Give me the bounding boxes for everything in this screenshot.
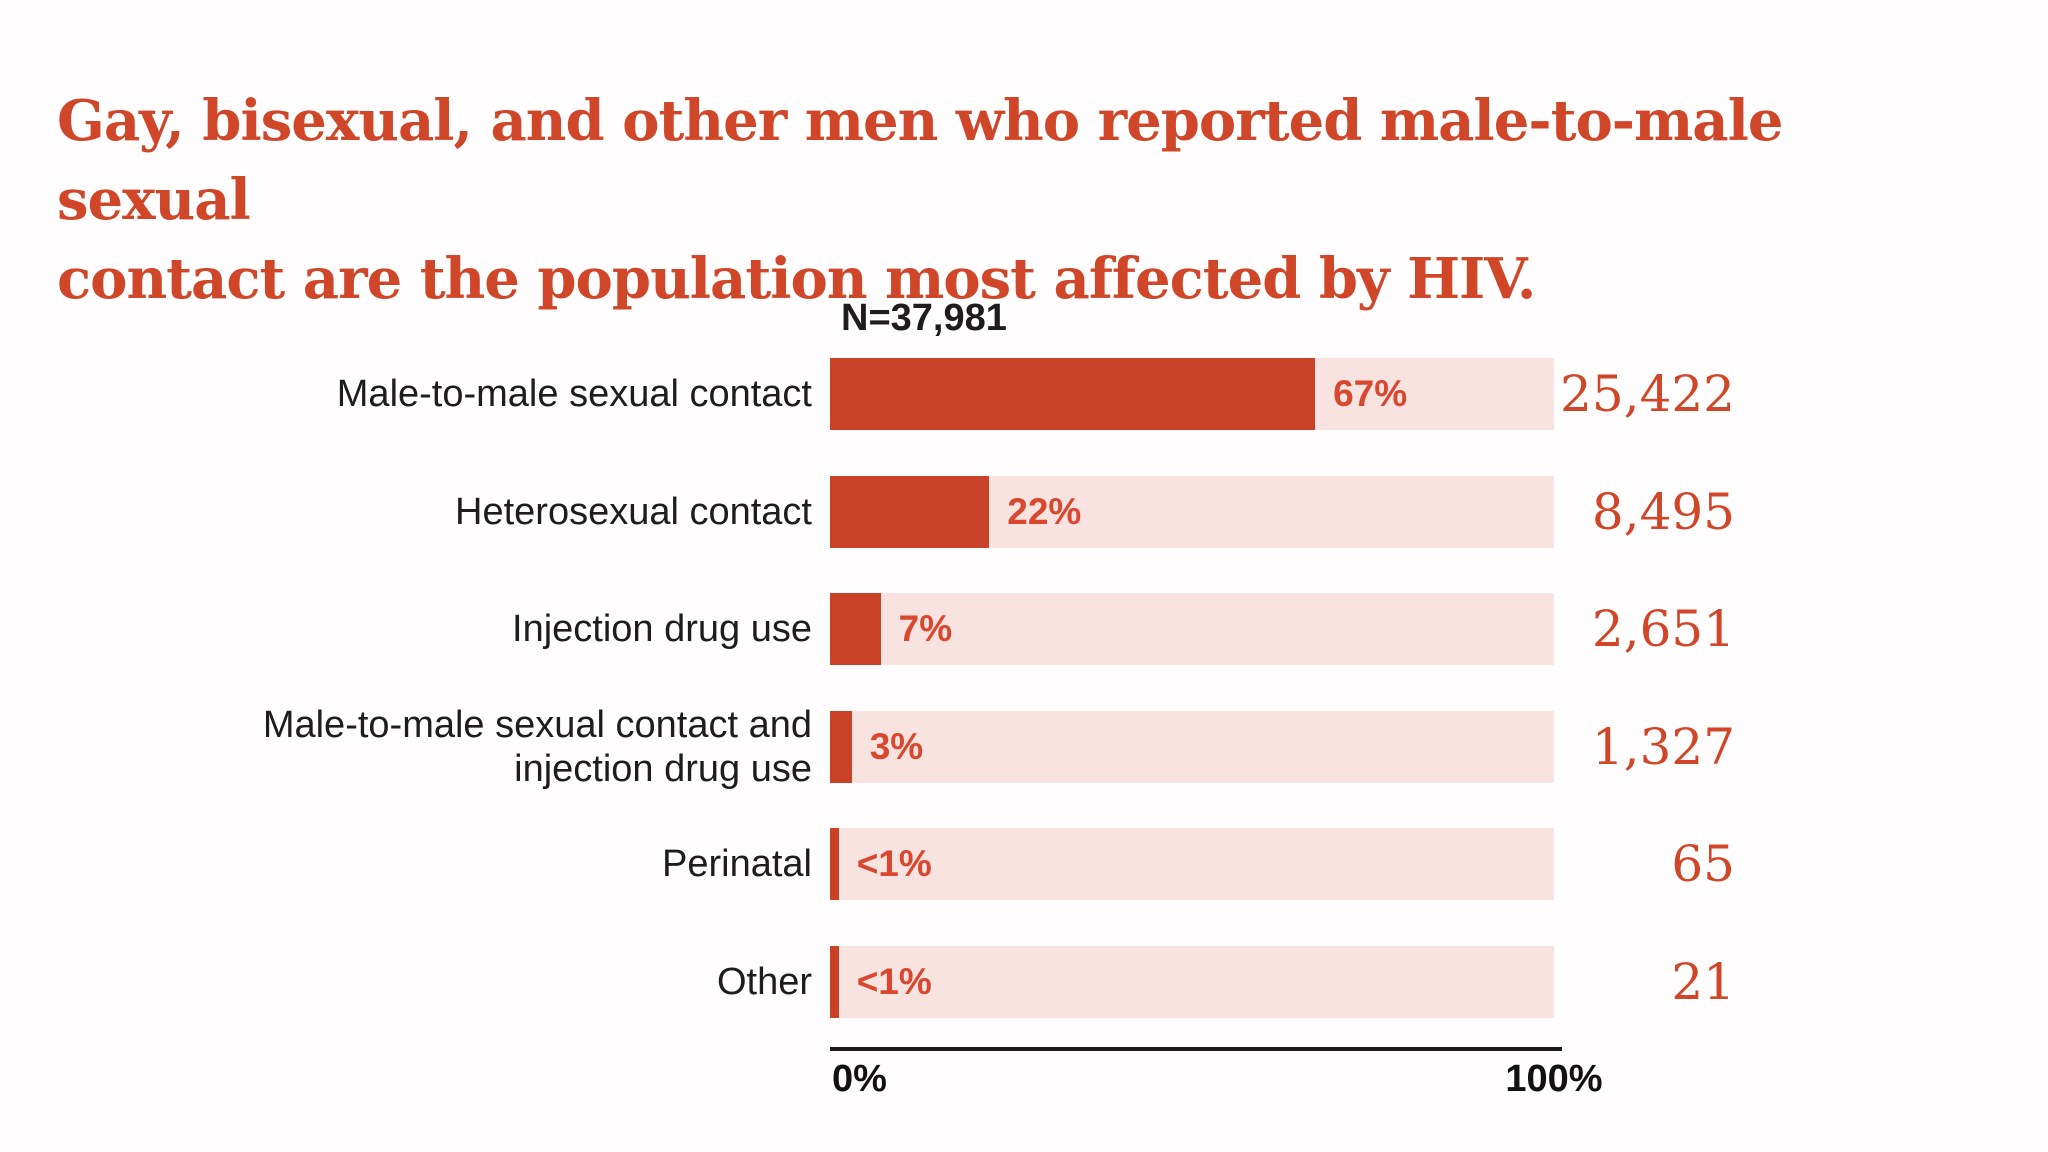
count-value: 2,651 xyxy=(1591,600,1735,658)
count-value: 21 xyxy=(1671,953,1735,1011)
bar-fill xyxy=(830,593,881,665)
bar-percent-label: 67% xyxy=(1333,373,1408,414)
x-axis-min-label: 0% xyxy=(832,1058,887,1100)
bar-row: Male-to-male sexual contact and injectio… xyxy=(0,704,2048,790)
bar-fill xyxy=(830,476,990,548)
bar-row: Injection drug use 7% 2,651 xyxy=(0,593,2048,665)
count-value: 1,327 xyxy=(1591,718,1735,776)
bar-row: Heterosexual contact 22% 8,495 xyxy=(0,476,2048,548)
bar-track: <1% xyxy=(830,946,1554,1018)
bar-percent-label: <1% xyxy=(856,843,932,884)
bar-track: 7% xyxy=(830,593,1554,665)
x-axis-max-label: 100% xyxy=(1505,1058,1603,1100)
chart-title-line-2: contact are the population most affected… xyxy=(57,245,1536,312)
chart-title: Gay, bisexual, and other men who reporte… xyxy=(57,82,1987,319)
bar-fill xyxy=(830,828,839,900)
bar-percent-label: 3% xyxy=(869,726,924,767)
bar-row: Male-to-male sexual contact 67% 25,422 xyxy=(0,358,2048,430)
count-value: 8,495 xyxy=(1591,483,1735,541)
count-value: 65 xyxy=(1671,835,1735,893)
bar-row: Perinatal <1% 65 xyxy=(0,828,2048,900)
bar-fill xyxy=(830,946,839,1018)
bar-track: 67% xyxy=(830,358,1554,430)
bar-percent-label: 22% xyxy=(1007,491,1082,532)
bar-fill xyxy=(830,711,852,783)
category-label: Injection drug use xyxy=(512,608,812,650)
category-label: Perinatal xyxy=(662,843,812,885)
bar-track: 22% xyxy=(830,476,1554,548)
bar-percent-label: 7% xyxy=(898,608,953,649)
category-label: Male-to-male sexual contact and injectio… xyxy=(262,704,812,790)
bar-track: 3% xyxy=(830,711,1554,783)
category-label: Male-to-male sexual contact xyxy=(336,373,812,415)
chart-title-line-1: Gay, bisexual, and other men who reporte… xyxy=(57,87,1783,233)
x-axis-line xyxy=(830,1047,1562,1051)
category-label: Other xyxy=(716,961,812,1003)
category-label: Heterosexual contact xyxy=(455,491,812,533)
bar-track: <1% xyxy=(830,828,1554,900)
bar-fill xyxy=(830,358,1316,430)
bar-row: Other <1% 21 xyxy=(0,946,2048,1018)
count-value: 25,422 xyxy=(1560,365,1735,423)
sample-size-label: N=37,981 xyxy=(841,297,1007,339)
bar-percent-label: <1% xyxy=(856,961,932,1002)
